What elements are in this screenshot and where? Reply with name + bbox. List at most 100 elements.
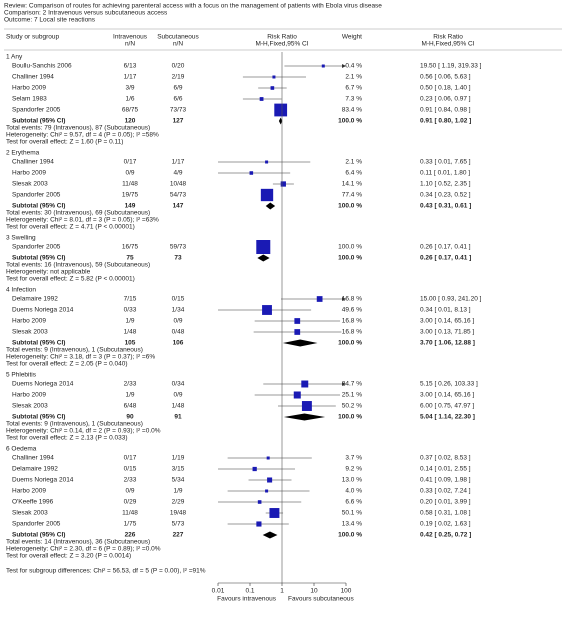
note: Heterogeneity: Chi² = 0.14, df = 2 (P = … <box>6 428 161 435</box>
weight: 50.1 % <box>342 510 362 517</box>
iv-events: 1/75 <box>124 521 137 528</box>
x-tick-label: 0.01 <box>212 588 225 595</box>
sc-events: 54/73 <box>170 192 187 199</box>
weight: 49.6 % <box>342 307 362 314</box>
iv-events: 105 <box>125 340 136 347</box>
sc-events: 0/9 <box>173 392 182 399</box>
effect: 0.50 [ 0.18, 1.40 ] <box>420 85 471 92</box>
weight: 14.1 % <box>342 181 362 188</box>
sc-events: 1/17 <box>172 159 185 166</box>
iv-events: 1/48 <box>124 329 137 336</box>
note: Total events: 30 (Intravenous), 69 (Subc… <box>6 210 150 217</box>
iv-events: 1/9 <box>125 318 134 325</box>
weight: 77.4 % <box>342 192 362 199</box>
weight: 100.0 % <box>338 203 362 210</box>
study-name: Delamaire 1992 <box>12 296 58 303</box>
effect: 0.33 [ 0.01, 7.65 ] <box>420 159 471 166</box>
study-square <box>301 401 312 411</box>
subtotal-diamond <box>262 531 278 539</box>
iv-events: 0/29 <box>124 499 137 506</box>
comparison: Comparison: 2 Intravenous versus subcuta… <box>4 10 168 17</box>
weight: 3.7 % <box>345 455 362 462</box>
subtotal-label: Subtotal (95% CI) <box>12 203 65 210</box>
weight: 2.1 % <box>345 159 362 166</box>
note: Heterogeneity: not applicable <box>6 269 91 276</box>
sc-events: 10/48 <box>170 181 187 188</box>
study-square <box>266 456 270 460</box>
study-name: Harbo 2009 <box>12 170 46 177</box>
effect: 0.33 [ 0.02, 7.24 ] <box>420 488 471 495</box>
col-sc-unit: n/N <box>173 41 183 48</box>
iv-events: 0/15 <box>124 466 137 473</box>
sc-events: 73/73 <box>170 107 187 114</box>
x-tick-label: 1 <box>280 588 284 595</box>
iv-events: 0/17 <box>124 159 137 166</box>
study-square <box>294 329 301 335</box>
sc-events: 1/34 <box>172 307 185 314</box>
iv-events: 0/9 <box>125 488 134 495</box>
iv-events: 120 <box>125 118 136 125</box>
note: Test for overall effect: Z = 2.13 (P = 0… <box>6 435 128 442</box>
iv-events: 11/48 <box>122 510 138 517</box>
iv-events: 6/48 <box>124 403 137 410</box>
sc-events: 1/48 <box>172 403 185 410</box>
sc-events: 106 <box>173 340 184 347</box>
sc-events: 1/9 <box>173 488 182 495</box>
study-name: Challiner 1994 <box>12 159 54 166</box>
study-square <box>260 188 274 202</box>
group-title: 1 Any <box>6 54 23 61</box>
subtotal-label: Subtotal (95% CI) <box>12 532 65 539</box>
weight: 6.4 % <box>345 170 362 177</box>
study-square <box>272 75 276 79</box>
effect: 0.34 [ 0.23, 0.52 ] <box>420 192 471 199</box>
ci-arrow <box>342 382 346 386</box>
iv-events: 3/9 <box>125 85 134 92</box>
effect: 15.00 [ 0.93, 241.20 ] <box>420 296 482 303</box>
col-effect-method: M-H,Fixed,95% CI <box>421 41 474 48</box>
study-name: Slesak 2003 <box>12 510 48 517</box>
col-plot: Risk Ratio <box>267 34 297 41</box>
iv-events: 7/15 <box>124 296 137 303</box>
subtotal-label: Subtotal (95% CI) <box>12 118 65 125</box>
study-name: Slesak 2003 <box>12 181 48 188</box>
iv-events: 68/75 <box>122 107 139 114</box>
effect: 3.00 [ 0.14, 65.16 ] <box>420 392 474 399</box>
sc-events: 6/9 <box>173 85 182 92</box>
weight: 100.0 % <box>338 244 362 251</box>
col-sc: Subcutaneous <box>157 34 199 41</box>
study-square <box>256 240 271 254</box>
note: Test for overall effect: Z = 3.20 (P = 0… <box>6 553 131 560</box>
study-square <box>293 391 301 399</box>
weight: 6.6 % <box>345 499 362 506</box>
sc-events: 127 <box>173 118 184 125</box>
study-square <box>265 160 269 164</box>
study-name: Spandorfer 2005 <box>12 107 61 114</box>
group-title: 6 Oedema <box>6 446 37 453</box>
sc-events: 0/34 <box>172 381 185 388</box>
effect: 0.91 [ 0.84, 0.98 ] <box>420 107 471 114</box>
effect: 3.70 [ 1.06, 12.88 ] <box>420 340 475 347</box>
ci-arrow <box>342 297 346 301</box>
weight: 25.1 % <box>342 392 362 399</box>
iv-events: 0/9 <box>125 170 134 177</box>
col-iv: Intravenous <box>113 34 148 41</box>
study-square <box>269 508 280 518</box>
iv-events: 149 <box>125 203 136 210</box>
subtotal-diamond <box>283 413 326 421</box>
study-name: Harbo 2009 <box>12 488 46 495</box>
effect: 0.56 [ 0.06, 5.63 ] <box>420 74 471 81</box>
study-name: Delamaire 1992 <box>12 466 58 473</box>
sc-events: 19/48 <box>170 510 187 517</box>
group-title: 2 Erythema <box>6 150 40 157</box>
weight: 100.0 % <box>338 118 362 125</box>
study-name: Duems Noriega 2014 <box>12 307 74 314</box>
iv-events: 2/33 <box>124 477 137 484</box>
note: Test for overall effect: Z = 1.60 (P = 0… <box>6 139 123 146</box>
effect: 0.42 [ 0.25, 0.72 ] <box>420 532 471 539</box>
study-name: Duems Noriega 2014 <box>12 477 74 484</box>
note: Total events: 79 (Intravenous), 87 (Subc… <box>6 125 150 132</box>
weight: 100.0 % <box>338 414 362 421</box>
study-square <box>249 171 254 175</box>
subtotal-diamond <box>282 339 318 347</box>
